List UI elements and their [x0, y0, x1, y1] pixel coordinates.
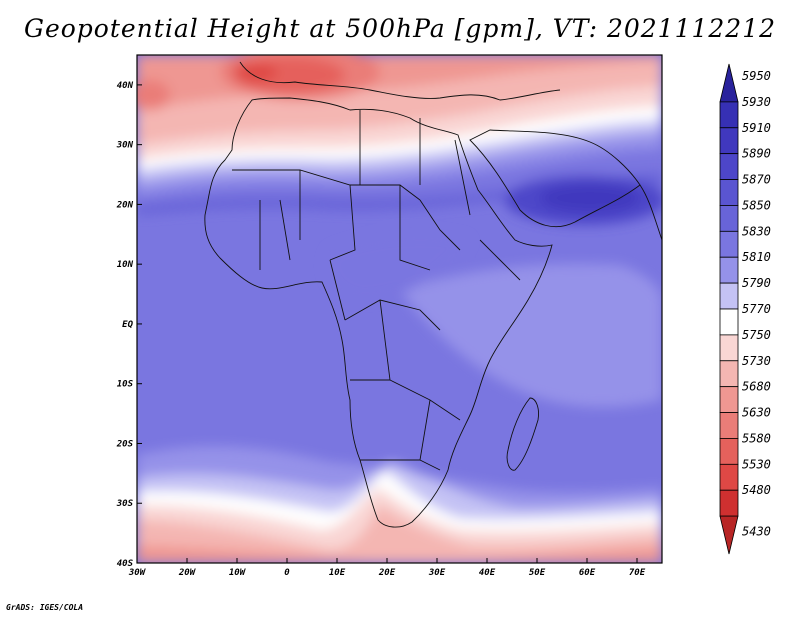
colorbar-swatch [719, 386, 739, 413]
colorbar-swatch [719, 412, 739, 439]
arabia-coastline [469, 129, 641, 228]
colorbar-label: 5830 [742, 224, 771, 238]
coastlines [204, 61, 662, 528]
lon-tick-label: 30W [128, 568, 147, 578]
colorbar-label: 5530 [742, 457, 771, 471]
colorbar-swatch [719, 256, 739, 284]
map-frame [136, 54, 663, 564]
colorbar-swatch [719, 63, 739, 103]
colorbar-swatch [719, 489, 739, 517]
colorbar-swatch [719, 463, 739, 491]
lon-tick-label: 60E [579, 568, 596, 578]
colorbar-label: 5580 [742, 431, 771, 445]
lat-tick-label: 20N [116, 200, 134, 210]
colorbar-label: 5770 [742, 302, 771, 316]
chart-title: Geopotential Height at 500hPa [gpm], VT:… [23, 14, 777, 43]
country-borders [232, 110, 521, 471]
colorbar-swatch [719, 153, 739, 180]
lon-tick-label: 10E [329, 568, 346, 578]
colorbar-swatch [719, 334, 739, 362]
colorbar-label: 5810 [742, 250, 771, 264]
colorbar-label: 5930 [742, 95, 771, 109]
colorbar: 5950 5930 5910 5890 5870 5850 5830 5810 5790 5770… [719, 63, 771, 555]
colorbar-swatch [719, 205, 739, 232]
colorbar-label: 5730 [742, 354, 771, 368]
colorbar-label: 5680 [742, 380, 771, 394]
lat-tick-label: 10N [117, 260, 134, 270]
colorbar-label: 5790 [742, 276, 771, 290]
lon-tick-label: 30E [428, 568, 446, 578]
lat-tick-label: 30N [116, 141, 134, 151]
colorbar-label: 5630 [742, 406, 771, 420]
lon-tick-label: 40E [479, 568, 496, 578]
lon-tick-label: 50E [529, 568, 546, 578]
colorbar-label: 5850 [742, 198, 771, 212]
colorbar-swatch [719, 179, 739, 206]
lon-tick-label: 0 [284, 568, 290, 578]
colorbar-label: 5480 [742, 483, 771, 497]
axis-ticks: 30W 20W 10W 0 10E 20E 30E 40E 50E 60E 70E 40N 30N 20N… [116, 81, 646, 578]
lon-tick-label: 20W [178, 568, 197, 578]
europe-coastline [239, 61, 561, 101]
lon-tick-label: 20E [378, 568, 396, 578]
colorbar-label: 5870 [742, 173, 771, 187]
colorbar-label: 5750 [742, 328, 771, 342]
lon-tick-label: 10W [229, 568, 247, 578]
colorbar-label: 5430 [742, 525, 771, 539]
colorbar-swatch [719, 127, 739, 155]
madagascar-coastline [506, 397, 539, 471]
colorbar-swatch [719, 438, 739, 465]
colorbar-label: 5910 [742, 121, 771, 135]
height-field [137, 55, 662, 563]
colorbar-label: 5950 [742, 69, 771, 83]
africa-coastline [204, 97, 553, 528]
lat-tick-label: EQ [122, 320, 133, 330]
india-coastline [639, 184, 662, 241]
colorbar-swatch [719, 101, 739, 129]
lat-tick-label: 40S [117, 559, 134, 569]
lat-tick-label: 30S [116, 499, 134, 509]
colorbar-label: 5890 [742, 147, 771, 161]
colorbar-swatch [719, 308, 739, 336]
lat-tick-label: 20S [116, 439, 134, 449]
colorbar-swatch [719, 230, 739, 258]
lon-tick-label: 70E [629, 568, 646, 578]
lat-tick-label: 10S [117, 380, 134, 390]
lat-tick-label: 40N [117, 81, 134, 91]
colorbar-swatch [719, 515, 739, 555]
colorbar-swatch [719, 360, 739, 388]
colorbar-swatch [719, 282, 739, 310]
grads-credit: GrADS: IGES/COLA [6, 603, 84, 612]
